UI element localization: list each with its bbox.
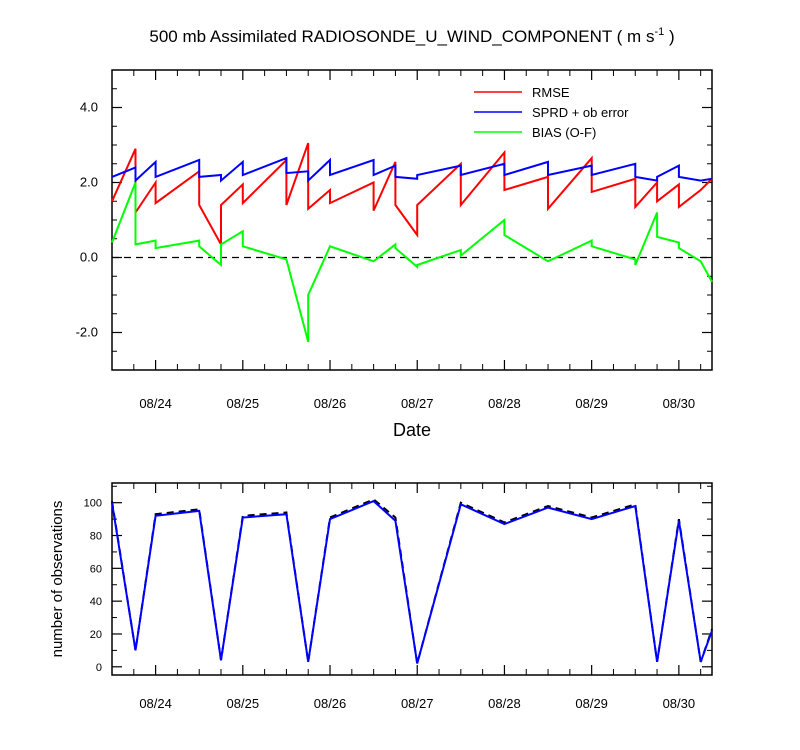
top-y-tick-label: 2.0 <box>80 175 98 190</box>
top-series-bias-o-f <box>111 182 713 343</box>
bottom-x-tick-label: 08/26 <box>314 696 347 711</box>
top-y-tick-label: -2.0 <box>76 325 98 340</box>
chart-title: 500 mb Assimilated RADIOSONDE_U_WIND_COM… <box>149 26 674 46</box>
x-axis-label: Date <box>393 420 431 440</box>
bottom-plot-frame <box>111 482 713 676</box>
bottom-x-tick-label: 08/30 <box>663 696 696 711</box>
top-y-tick-label: 4.0 <box>80 100 98 115</box>
top-x-tick-label: 08/28 <box>488 396 521 411</box>
bottom-x-tick-label: 08/25 <box>227 696 260 711</box>
top-x-tick-label: 08/29 <box>575 396 608 411</box>
legend-label-bias: BIAS (O-F) <box>532 125 596 140</box>
bottom-y-tick-label: 100 <box>84 498 102 510</box>
top-x-tick-label: 08/24 <box>139 396 172 411</box>
top-series-group <box>111 142 713 343</box>
legend-label-rmse: RMSE <box>532 85 570 100</box>
title-main: 500 mb Assimilated RADIOSONDE_U_WIND_COM… <box>149 27 654 46</box>
bottom-y-tick-label: 40 <box>90 596 102 608</box>
bottom-x-tick-label: 08/24 <box>139 696 172 711</box>
bottom-y-tick-label: 20 <box>90 629 102 641</box>
bottom-series-group <box>111 498 713 664</box>
bottom-x-tick-label: 08/29 <box>575 696 608 711</box>
title-superscript: -1 <box>654 26 664 38</box>
bottom-y-tick-label: 0 <box>96 662 102 674</box>
bottom-y-tick-label: 60 <box>90 563 102 575</box>
bottom-series-possible <box>111 498 713 664</box>
top-x-tick-label: 08/30 <box>663 396 696 411</box>
top-series-sprd-ob-error <box>111 156 713 183</box>
top-x-tick-label: 08/27 <box>401 396 434 411</box>
top-y-tick-label: 0.0 <box>80 250 98 265</box>
title-end: ) <box>664 27 674 46</box>
top-x-tick-label: 08/25 <box>227 396 260 411</box>
legend: RMSE SPRD + ob error BIAS (O-F) <box>474 85 629 140</box>
top-x-tick-label: 08/26 <box>314 396 347 411</box>
y-axis-label-observations: number of observations <box>49 501 66 658</box>
top-series-rmse <box>111 142 713 249</box>
bottom-series-assimilated <box>111 499 713 664</box>
legend-label-sprd: SPRD + ob error <box>532 105 629 120</box>
bottom-axes: 08/24 08/25 08/26 08/27 08/28 08/29 08/30 100 80… <box>84 483 712 711</box>
top-axes: 08/24 08/25 08/26 08/27 08/28 08/29 08/30 4.0 2.… <box>76 69 712 411</box>
bottom-x-tick-label: 08/27 <box>401 696 434 711</box>
bottom-y-tick-label: 80 <box>90 531 102 543</box>
bottom-x-tick-label: 08/28 <box>488 696 521 711</box>
